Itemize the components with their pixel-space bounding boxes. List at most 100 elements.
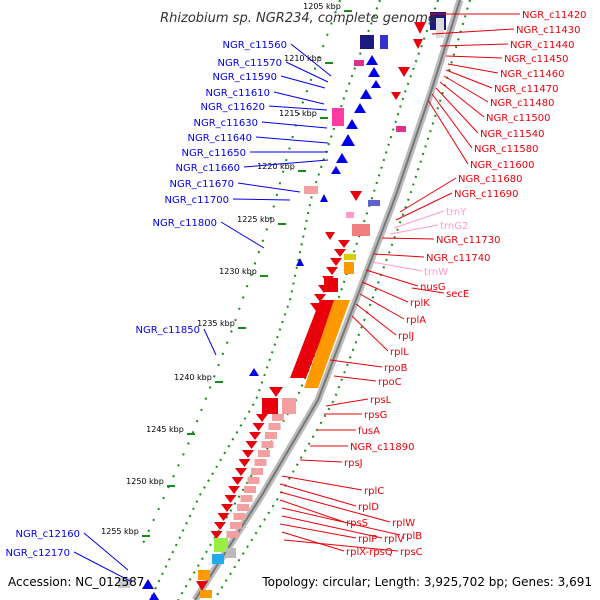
leader-line	[273, 91, 325, 105]
gene-block	[344, 262, 354, 274]
gene-label: NGR_c11890	[350, 442, 415, 453]
gene-arrow	[142, 579, 154, 589]
gene-arrow	[398, 67, 410, 77]
gene-block	[244, 486, 256, 493]
leader-line	[431, 28, 515, 35]
gene-label: NGR_c11470	[494, 84, 559, 95]
gene-arrow	[334, 249, 346, 257]
gene-arrow	[336, 153, 348, 163]
gene-block	[268, 423, 281, 430]
gene-label: nusG	[420, 282, 446, 293]
leader-line	[329, 359, 383, 368]
gene-label: NGR_c11700	[165, 195, 230, 206]
accession-text: Accession: NC_012587	[8, 575, 144, 589]
gene-label: NGR_c11580	[474, 144, 539, 155]
gene-block	[254, 459, 267, 466]
leader-line	[283, 539, 399, 552]
left-gene-labels: NGR_c11560 NGR_c11570 NGR_c11590 NGR_c11610…	[6, 40, 332, 583]
gene-label: NGR_c11460	[500, 69, 565, 80]
page-title: Rhizobium sp. NGR234, complete genome	[160, 11, 436, 26]
gene-label: rpoB	[384, 363, 408, 374]
gene-block	[332, 108, 344, 126]
gene-block	[251, 468, 263, 475]
gene-label: NGR_c11430	[516, 25, 581, 36]
leader-line	[281, 507, 401, 536]
gene-arrow	[224, 495, 237, 503]
gene-arrow	[249, 432, 261, 440]
gene-block	[262, 398, 278, 414]
leader-line	[381, 237, 435, 240]
gene-label: NGR_c11660	[176, 163, 241, 174]
gene-label: secE	[446, 289, 469, 300]
leader-line	[373, 253, 425, 258]
gene-block	[344, 254, 356, 260]
gene-arrow	[371, 80, 381, 88]
gene-label: rplW	[392, 518, 415, 529]
leader-line	[435, 87, 479, 134]
gene-label: rpoC	[378, 377, 402, 388]
gene-block	[436, 18, 444, 38]
gene-arrow	[366, 55, 378, 65]
gene-label: NGR_c11540	[480, 129, 545, 140]
gene-label: rpsG	[364, 410, 387, 421]
gene-label: NGR_c11640	[188, 133, 253, 144]
gene-block	[212, 554, 224, 564]
leader-line	[281, 475, 363, 491]
leader-line	[411, 287, 445, 294]
gene-label: NGR_c11420	[522, 10, 587, 21]
gene-arrow	[256, 414, 268, 422]
topology-text: Topology: circular; Length: 3,925,702 bp…	[261, 575, 592, 589]
leader-line	[443, 75, 489, 103]
gene-arrow	[269, 387, 283, 397]
gene-label: rplK	[410, 298, 430, 309]
gene-block	[226, 531, 239, 538]
gene-block	[226, 548, 236, 558]
gene-block	[324, 278, 338, 292]
leader-line	[445, 55, 503, 59]
gene-block	[272, 414, 284, 421]
gene-arrow	[326, 267, 338, 275]
gene-block	[265, 432, 277, 439]
gene-label: NGR_c11740	[426, 253, 491, 264]
leader-line	[232, 198, 291, 201]
gene-arrow	[414, 22, 426, 34]
gene-block	[237, 504, 249, 511]
gene-arrow	[368, 67, 380, 77]
leader-line	[83, 532, 129, 571]
gene-arrow	[235, 468, 247, 476]
gene-arrow	[320, 194, 328, 202]
leader-line	[439, 81, 485, 118]
gene-label: NGR_c11800	[153, 218, 218, 229]
gene-block	[360, 35, 374, 49]
gene-block	[118, 578, 130, 588]
leader-line	[280, 75, 326, 89]
leader-line	[299, 459, 343, 463]
scale-label: 1245 kbp	[146, 425, 184, 434]
gene-block	[368, 200, 380, 206]
leader-line	[351, 315, 389, 352]
gene-arrow	[221, 504, 233, 512]
gene-label: rpsJ	[344, 458, 363, 469]
gene-arrow	[210, 531, 223, 539]
scale-label: 1225 kbp	[237, 215, 275, 224]
gene-arrow	[228, 486, 240, 494]
leader-line	[281, 531, 345, 552]
gene-label: NGR_c11440	[510, 40, 575, 51]
gene-arrow	[238, 459, 251, 467]
gene-label: rplX-rpsQ	[346, 547, 393, 558]
gene-label: NGR_c11570	[218, 58, 283, 69]
gene-label: rplJ	[398, 331, 414, 342]
leader-line	[447, 63, 499, 74]
gene-arrow	[214, 522, 226, 530]
scale-label: 1240 kbp	[174, 373, 212, 382]
leader-line	[365, 269, 419, 287]
gene-arrow	[346, 119, 358, 129]
gene-label: NGR_c11480	[490, 98, 555, 109]
leader-line	[279, 499, 345, 523]
gene-label: NGR_c11600	[470, 160, 535, 171]
leader-line	[355, 303, 397, 336]
gene-arrow	[149, 592, 159, 600]
leader-line	[359, 293, 405, 320]
gene-label: NGR_c11590	[213, 72, 278, 83]
